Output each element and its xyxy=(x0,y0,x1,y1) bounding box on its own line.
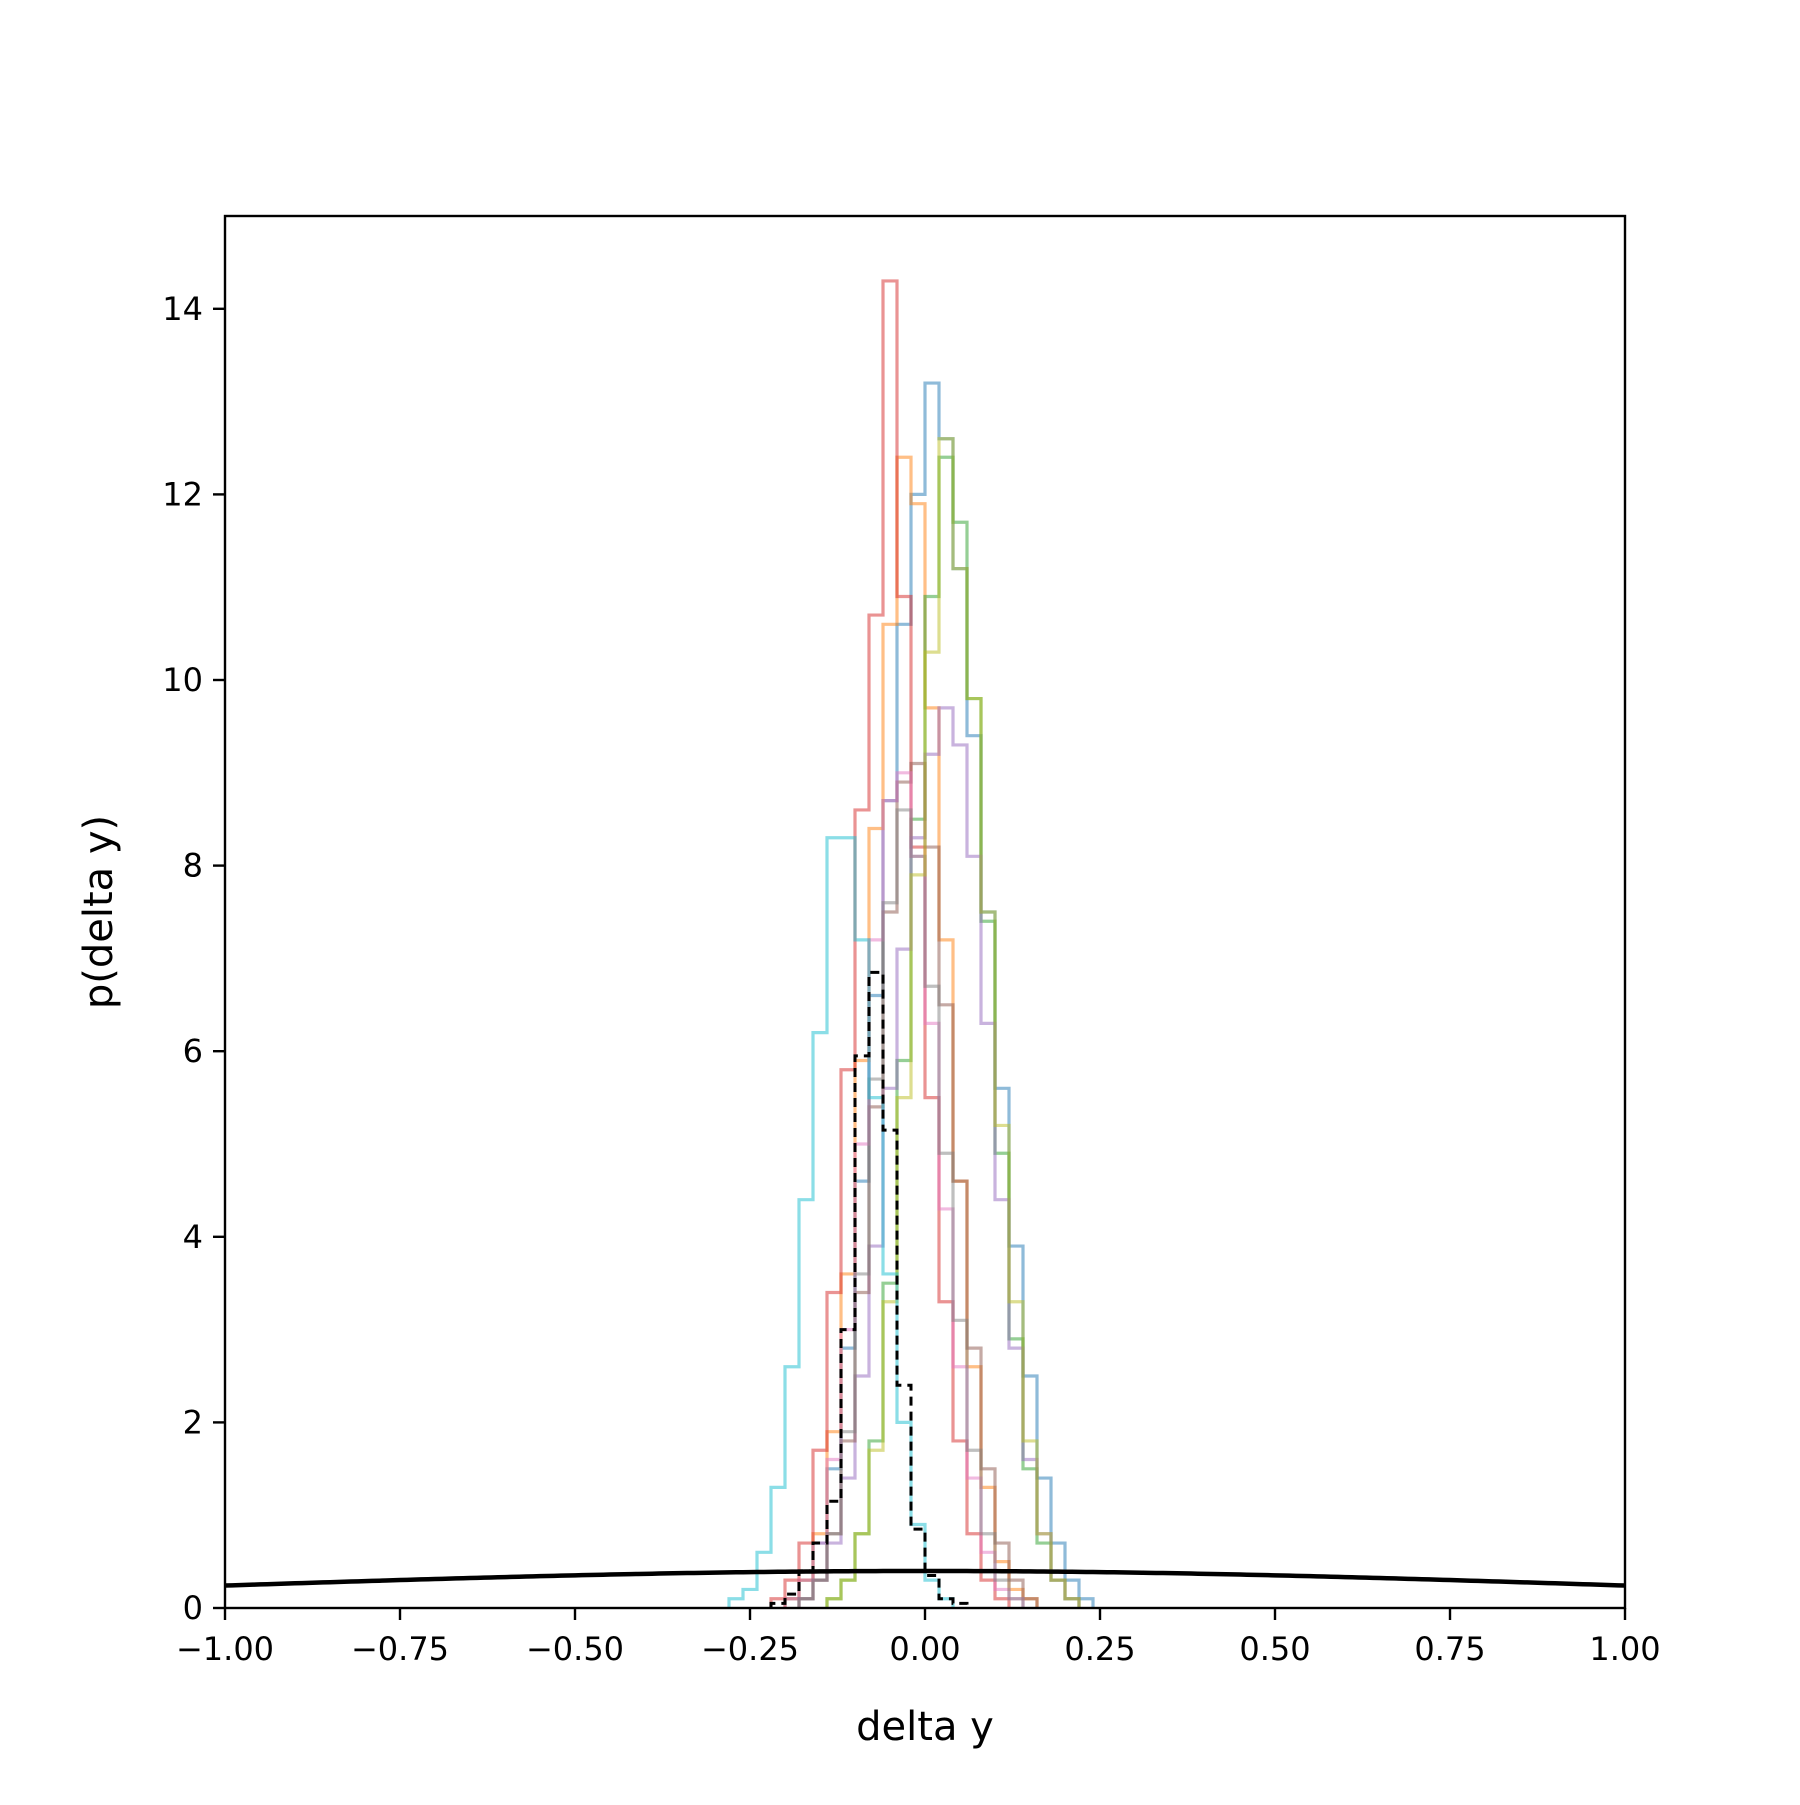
histogram-series-10 xyxy=(769,970,969,1608)
normal-pdf-curve xyxy=(225,1568,1625,1588)
series-layer xyxy=(727,279,1095,1608)
x-tick-label: −0.75 xyxy=(351,1630,449,1668)
y-tick-label: 10 xyxy=(162,661,203,699)
y-tick-label: 6 xyxy=(183,1032,203,1070)
x-tick-label: 0.75 xyxy=(1414,1630,1485,1668)
histogram-series-3 xyxy=(769,279,1011,1608)
y-tick-label: 4 xyxy=(183,1218,203,1256)
x-axis-ticks: −1.00 −0.75 −0.50 −0.25 0.00 0.25 0.50 0.75 1.00 xyxy=(176,1608,1661,1668)
x-tick-label: −0.50 xyxy=(526,1630,624,1668)
histogram-series-8 xyxy=(825,437,1081,1608)
histogram-series-9 xyxy=(727,836,955,1608)
y-tick-label: 14 xyxy=(162,290,203,328)
x-tick-label: −1.00 xyxy=(176,1630,274,1668)
y-axis-label: p(delta y) xyxy=(76,815,122,1009)
y-tick-label: 12 xyxy=(162,475,203,513)
x-tick-label: 0.25 xyxy=(1064,1630,1135,1668)
x-axis-label: delta y xyxy=(856,1704,994,1750)
y-axis-ticks: 0 2 4 6 8 10 12 14 xyxy=(162,290,225,1627)
y-tick-label: 2 xyxy=(183,1403,203,1441)
x-tick-label: 0.00 xyxy=(889,1630,960,1668)
histogram-series-0 xyxy=(783,381,1095,1608)
y-tick-label: 0 xyxy=(183,1589,203,1627)
y-tick-label: 8 xyxy=(183,847,203,885)
curve-layer xyxy=(225,1568,1625,1588)
x-tick-label: 1.00 xyxy=(1589,1630,1660,1668)
x-tick-label: 0.50 xyxy=(1239,1630,1310,1668)
histogram-series-6 xyxy=(783,771,1025,1608)
histogram-series-7 xyxy=(797,808,1025,1608)
x-tick-label: −0.25 xyxy=(701,1630,799,1668)
